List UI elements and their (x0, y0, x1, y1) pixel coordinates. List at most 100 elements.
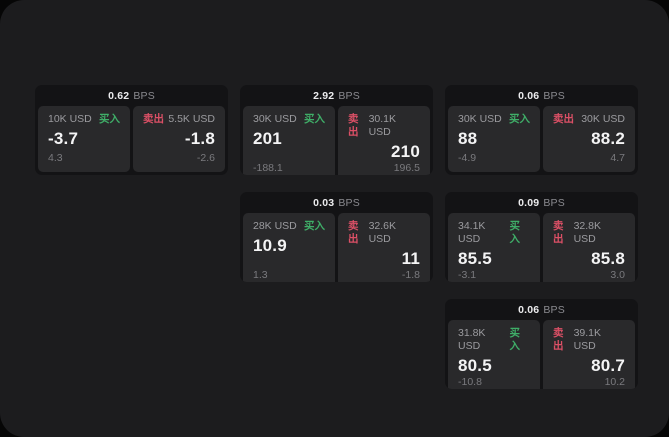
quote-card-body: 30K USD 买入 201 -188.1 卖出 30.1K USD 210 1… (240, 106, 433, 175)
sell-price-change: 196.5 (393, 162, 420, 174)
sell-price: 210 (391, 142, 420, 161)
quote-card-body: 30K USD 买入 88 -4.9 卖出 30K USD 88.2 4.7 (445, 106, 638, 175)
spread-bps-value: 0.62 (108, 89, 130, 102)
buy-price: -3.7 (48, 129, 79, 148)
quote-card-body: 28K USD 买入 10.9 1.3 卖出 32.6K USD 11 -1.8 (240, 213, 433, 282)
buy-quote-pane[interactable]: 28K USD 买入 10.9 1.3 (243, 213, 335, 282)
buy-price-change: -188.1 (253, 162, 283, 174)
buy-price: 201 (253, 129, 282, 148)
quote-card: 0.06 BPS 30K USD 买入 88 -4.9 卖出 30K USD 8… (445, 85, 638, 175)
sell-label-row: 卖出 32.8K USD (553, 220, 625, 246)
sell-price-change: 10.2 (604, 376, 625, 388)
buy-quote-pane[interactable]: 10K USD 买入 -3.7 4.3 (38, 106, 130, 172)
spread-header: 0.62 BPS (35, 85, 228, 106)
sell-label-row: 卖出 30K USD (553, 113, 625, 126)
sell-label-row: 卖出 30.1K USD (348, 113, 420, 139)
spread-bps-value: 0.06 (518, 303, 540, 316)
buy-quote-pane[interactable]: 30K USD 买入 88 -4.9 (448, 106, 540, 172)
buy-label-row: 30K USD 买入 (253, 113, 325, 126)
sell-badge: 卖出 (143, 113, 164, 125)
spread-bps-suffix: BPS (133, 89, 155, 102)
sell-label-row: 卖出 39.1K USD (553, 327, 625, 353)
sell-price: 80.7 (591, 356, 625, 375)
buy-price: 10.9 (253, 236, 287, 255)
buy-price-change: -3.1 (458, 269, 477, 281)
sell-badge: 卖出 (553, 327, 564, 352)
sell-notional-size: 30.1K USD (368, 113, 397, 138)
sell-notional-size: 32.8K USD (573, 220, 602, 245)
buy-notional-size: 30K USD (458, 113, 502, 125)
quote-card-body: 31.8K USD 买入 80.5 -10.8 卖出 39.1K USD 80.… (445, 320, 638, 389)
spread-header: 0.09 BPS (445, 192, 638, 213)
sell-price-change: 3.0 (610, 269, 625, 281)
buy-badge: 买入 (509, 220, 520, 245)
sell-price-change: -2.6 (196, 152, 215, 164)
sell-price: 11 (401, 249, 420, 268)
buy-price: 85.5 (458, 249, 492, 268)
spread-header: 0.03 BPS (240, 192, 433, 213)
buy-notional-size: 30K USD (253, 113, 297, 125)
spread-bps-suffix: BPS (338, 89, 360, 102)
sell-notional-size: 39.1K USD (573, 327, 602, 352)
spread-bps-value: 0.06 (518, 89, 540, 102)
buy-notional-size: 31.8K USD (458, 327, 486, 352)
sell-price: -1.8 (184, 129, 215, 148)
sell-quote-pane[interactable]: 卖出 30K USD 88.2 4.7 (543, 106, 635, 172)
buy-price: 88 (458, 129, 478, 148)
buy-notional-size: 28K USD (253, 220, 297, 232)
sell-price: 85.8 (591, 249, 625, 268)
spread-bps-suffix: BPS (543, 303, 565, 316)
buy-notional-size: 10K USD (48, 113, 92, 125)
quote-cards-grid: 0.62 BPS 10K USD 买入 -3.7 4.3 卖出 5.5K USD… (35, 85, 638, 389)
spread-bps-value: 2.92 (313, 89, 335, 102)
sell-badge: 卖出 (553, 220, 564, 245)
buy-price-change: -10.8 (458, 376, 482, 388)
quote-card: 0.62 BPS 10K USD 买入 -3.7 4.3 卖出 5.5K USD… (35, 85, 228, 175)
buy-price-change: 4.3 (48, 152, 63, 164)
buy-quote-pane[interactable]: 30K USD 买入 201 -188.1 (243, 106, 335, 175)
buy-price-change: -4.9 (458, 152, 477, 164)
sell-badge: 卖出 (348, 113, 359, 138)
sell-price: 88.2 (591, 129, 625, 148)
buy-quote-pane[interactable]: 34.1K USD 买入 85.5 -3.1 (448, 213, 540, 282)
sell-price-change: 4.7 (610, 152, 625, 164)
buy-badge: 买入 (99, 113, 120, 125)
sell-quote-pane[interactable]: 卖出 30.1K USD 210 196.5 (338, 106, 430, 175)
spread-bps-suffix: BPS (543, 89, 565, 102)
quote-card: 2.92 BPS 30K USD 买入 201 -188.1 卖出 30.1K … (240, 85, 433, 175)
buy-badge: 买入 (509, 113, 530, 125)
buy-label-row: 31.8K USD 买入 (458, 327, 530, 353)
sell-quote-pane[interactable]: 卖出 32.8K USD 85.8 3.0 (543, 213, 635, 282)
sell-notional-size: 32.6K USD (368, 220, 397, 245)
quote-card-body: 10K USD 买入 -3.7 4.3 卖出 5.5K USD -1.8 -2.… (35, 106, 228, 175)
sell-quote-pane[interactable]: 卖出 39.1K USD 80.7 10.2 (543, 320, 635, 389)
sell-label-row: 卖出 5.5K USD (143, 113, 215, 126)
spread-bps-value: 0.09 (518, 196, 540, 209)
buy-label-row: 30K USD 买入 (458, 113, 530, 126)
buy-label-row: 28K USD 买入 (253, 220, 325, 233)
sell-quote-pane[interactable]: 卖出 32.6K USD 11 -1.8 (338, 213, 430, 282)
buy-quote-pane[interactable]: 31.8K USD 买入 80.5 -10.8 (448, 320, 540, 389)
quote-card: 0.03 BPS 28K USD 买入 10.9 1.3 卖出 32.6K US… (240, 192, 433, 282)
spread-bps-suffix: BPS (338, 196, 360, 209)
buy-price: 80.5 (458, 356, 492, 375)
buy-badge: 买入 (304, 220, 325, 232)
buy-label-row: 10K USD 买入 (48, 113, 120, 126)
spread-header: 0.06 BPS (445, 85, 638, 106)
buy-price-change: 1.3 (253, 269, 268, 281)
sell-badge: 卖出 (553, 113, 574, 125)
buy-notional-size: 34.1K USD (458, 220, 486, 245)
buy-badge: 买入 (509, 327, 520, 352)
spread-header: 0.06 BPS (445, 299, 638, 320)
sell-notional-size: 5.5K USD (168, 113, 215, 125)
sell-label-row: 卖出 32.6K USD (348, 220, 420, 246)
sell-quote-pane[interactable]: 卖出 5.5K USD -1.8 -2.6 (133, 106, 225, 172)
buy-label-row: 34.1K USD 买入 (458, 220, 530, 246)
quote-card: 0.06 BPS 31.8K USD 买入 80.5 -10.8 卖出 39.1… (445, 299, 638, 389)
quote-card: 0.09 BPS 34.1K USD 买入 85.5 -3.1 卖出 32.8K… (445, 192, 638, 282)
sell-notional-size: 30K USD (581, 113, 625, 125)
sell-badge: 卖出 (348, 220, 359, 245)
spread-header: 2.92 BPS (240, 85, 433, 106)
sell-price-change: -1.8 (401, 269, 420, 281)
